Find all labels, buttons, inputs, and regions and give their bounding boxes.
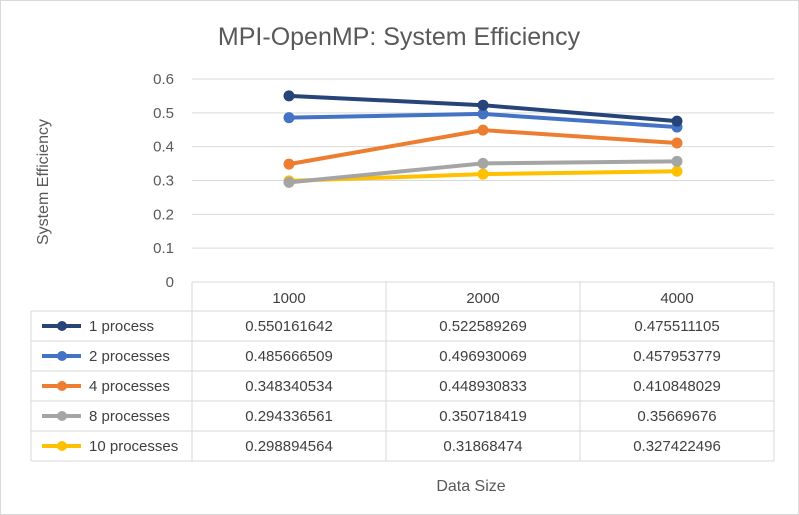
y-tick-label: 0.6	[153, 71, 174, 88]
data-point	[671, 155, 683, 167]
y-axis-title: System Efficiency	[35, 119, 52, 245]
table-value-cell: 0.475511105	[634, 318, 719, 335]
y-tick-label: 0.1	[153, 240, 174, 257]
x-axis-title: Data Size	[436, 478, 505, 495]
legend-key-marker	[57, 351, 67, 361]
table-value-cell: 0.327422496	[633, 438, 721, 455]
data-point	[477, 124, 489, 136]
table-value-cell: 0.298894564	[245, 438, 333, 455]
x-category-label: 4000	[660, 290, 693, 307]
table-value-cell: 0.522589269	[439, 318, 527, 335]
table-value-cell: 0.448930833	[439, 378, 527, 395]
legend-key-marker	[57, 411, 67, 421]
table-value-cell: 0.294336561	[245, 408, 333, 425]
y-tick-label: 0.5	[153, 105, 174, 122]
legend-series-name: 2 processes	[89, 348, 170, 365]
table-value-cell: 0.350718419	[439, 408, 527, 425]
y-tick-label: 0.2	[153, 206, 174, 223]
data-point	[283, 90, 295, 102]
chart-title: MPI-OpenMP: System Efficiency	[218, 23, 581, 51]
legend-key-marker	[57, 381, 67, 391]
data-point	[477, 168, 489, 180]
data-point	[283, 176, 295, 188]
y-tick-label: 0.4	[153, 139, 174, 156]
table-value-cell: 0.485666509	[245, 348, 333, 365]
data-point	[283, 158, 295, 170]
data-point	[477, 157, 489, 169]
x-category-label: 2000	[466, 290, 499, 307]
legend-series-name: 1 process	[89, 318, 154, 335]
data-point	[477, 108, 489, 120]
table-value-cell: 0.35669676	[637, 408, 716, 425]
data-point	[671, 137, 683, 149]
data-point	[671, 165, 683, 177]
table-value-cell: 0.457953779	[633, 348, 721, 365]
table-value-cell: 0.31868474	[443, 438, 522, 455]
data-point	[283, 112, 295, 124]
table-value-cell: 0.348340534	[245, 378, 333, 395]
data-table: 1000 2000 4000 1 process 0.550161642 0.522589…	[30, 281, 775, 462]
table-value-cell: 0.410848029	[633, 378, 721, 395]
series-lines	[283, 90, 683, 188]
table-value-cell: 0.550161642	[245, 318, 333, 335]
data-point	[477, 99, 489, 111]
legend-series-name: 10 processes	[89, 438, 178, 455]
legend-series-name: 8 processes	[89, 408, 170, 425]
y-tick-label: 0.3	[153, 173, 174, 190]
y-tick-labels: 0 0.1 0.2 0.3 0.4 0.5 0.6	[153, 71, 174, 291]
y-tick-label: 0	[166, 274, 174, 291]
x-category-label: 1000	[272, 290, 305, 307]
table-value-cell: 0.496930069	[439, 348, 527, 365]
legend-key-marker	[57, 321, 67, 331]
legend-key-marker	[57, 441, 67, 451]
data-point	[671, 115, 683, 127]
legend-series-name: 4 processes	[89, 378, 170, 395]
